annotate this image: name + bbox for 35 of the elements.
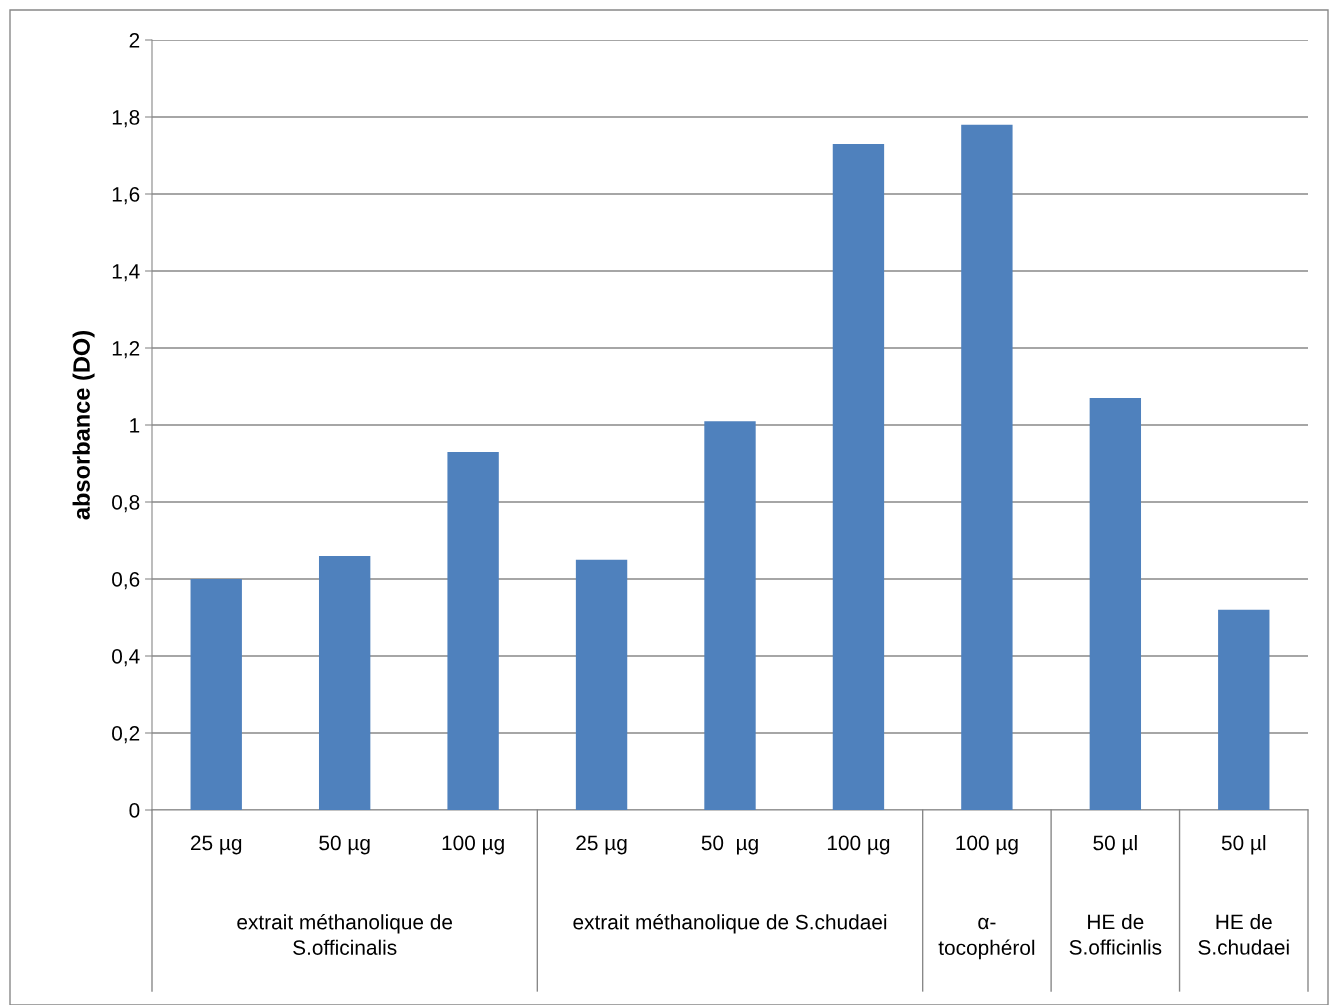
y-tick-label: 0,2 — [112, 726, 140, 744]
x-tick-label: 25 µg — [191, 835, 242, 855]
text: α- tocophérol — [938, 917, 1035, 960]
y-tick-label: 0,8 — [112, 495, 140, 513]
bar — [575, 559, 628, 810]
bar — [832, 143, 885, 810]
y-tick-label: 1,8 — [112, 110, 140, 128]
text: extrait méthanolique de S.officinalis — [237, 913, 453, 955]
text: extrait méthanolique de S.chudaei — [573, 913, 887, 934]
x-tick-label: 50 µl — [1093, 835, 1137, 855]
x-tick-label: 25 µg — [576, 835, 627, 855]
y-axis-title: absorbance (DO) — [72, 331, 95, 520]
bar — [318, 555, 371, 810]
bar — [447, 451, 499, 810]
y-tick-label: 1,6 — [112, 187, 140, 205]
y-tick-label: 1 — [130, 418, 140, 433]
x-tick-label: 50 µg — [319, 835, 370, 855]
text: HE de S.officinlis — [1069, 913, 1162, 955]
x-tick-label: 100 µg — [442, 835, 504, 855]
y-tick-label: 0 — [129, 803, 140, 818]
y-tick-label: 0,4 — [112, 649, 140, 667]
bar — [704, 421, 756, 810]
x-tick-label: 50 µg — [701, 835, 758, 855]
x-tick-label: 100 µg — [956, 835, 1018, 855]
bar — [190, 579, 242, 810]
x-tick-label: 50 µl — [1221, 835, 1266, 855]
bar — [961, 124, 1013, 810]
bar — [1089, 398, 1142, 810]
y-tick-label: 1,4 — [112, 264, 140, 282]
text: HE de S.chudaei — [1198, 913, 1289, 955]
x-tick-label: 100 µg — [827, 835, 890, 855]
y-tick-label: 1,2 — [112, 341, 140, 359]
bar — [1218, 609, 1270, 810]
y-tick-label: 0,6 — [112, 572, 140, 590]
y-tick-label: 2 — [129, 33, 140, 48]
